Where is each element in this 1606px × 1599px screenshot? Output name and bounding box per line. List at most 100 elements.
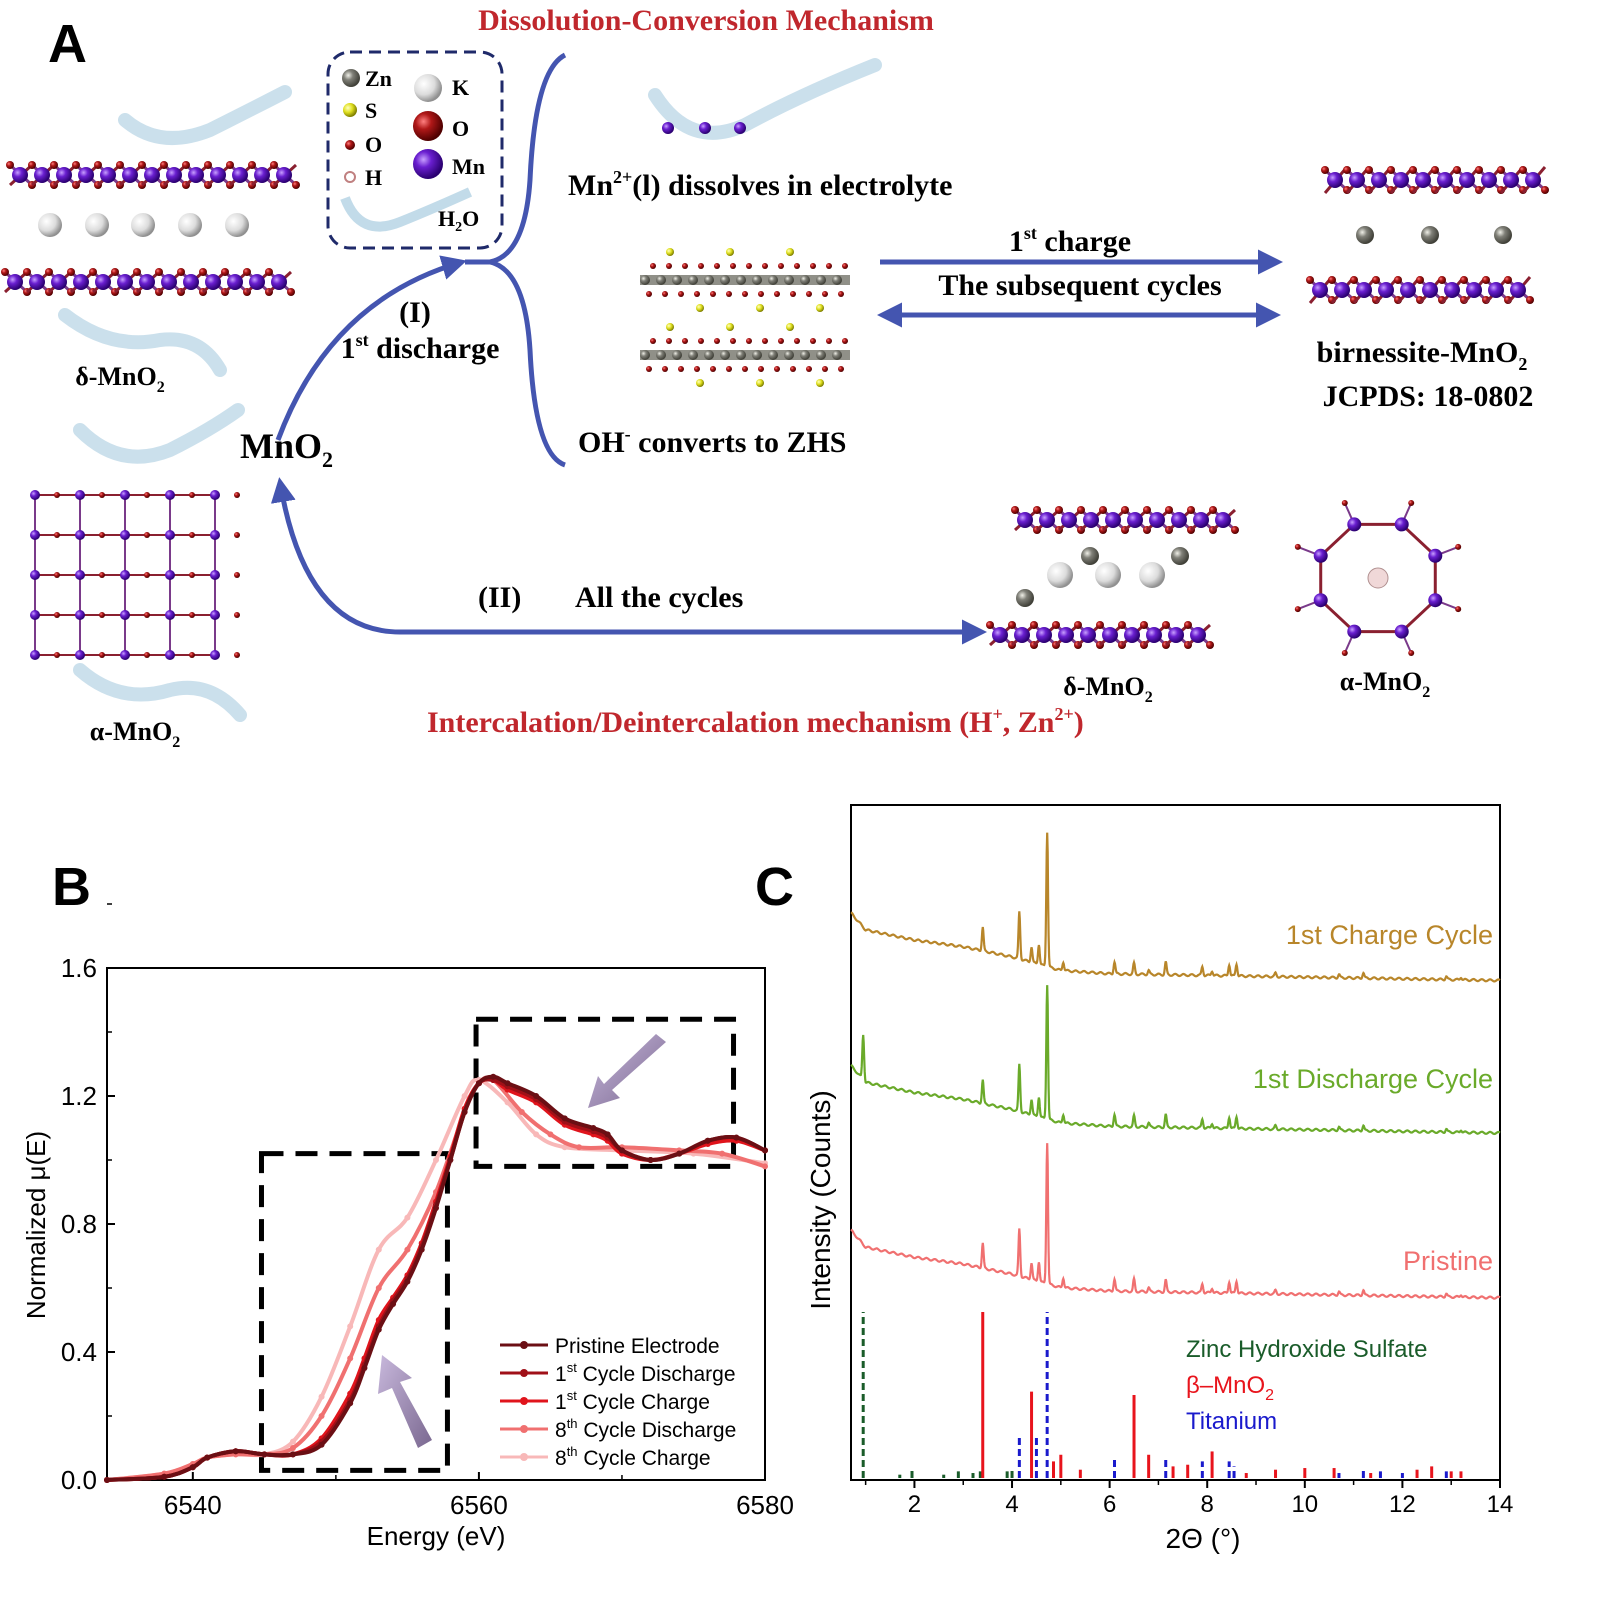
data-point [347, 1355, 354, 1362]
oxygen-atom [1343, 166, 1351, 174]
manganese-atom [992, 627, 1008, 643]
manganese-atom [210, 530, 220, 540]
oxygen-atom [1394, 276, 1402, 284]
oxygen-atom [270, 161, 278, 169]
legend-label: Pristine Electrode [555, 1335, 720, 1358]
manganese-atom [1394, 517, 1409, 532]
legend-marker [520, 1369, 528, 1377]
oxygen-atom [806, 366, 812, 372]
y-tick-label: 1.2 [61, 1081, 97, 1111]
data-point [704, 1137, 711, 1144]
manganese-atom [30, 530, 40, 540]
bond [1400, 523, 1437, 557]
legend-o-large: O [452, 116, 469, 141]
oxygen-atom [248, 161, 256, 169]
oxygen-atom [710, 291, 716, 297]
atom-legend: Zn S O H K O Mn H2O [326, 50, 504, 250]
water-ribbon-icon [58, 308, 227, 377]
zinc-atom [768, 350, 778, 360]
zinc-atom [640, 275, 650, 285]
data-point [518, 1109, 525, 1115]
oxygen-atom [1306, 276, 1314, 284]
manganese-atom [7, 274, 23, 290]
oxygen-atom [726, 291, 732, 297]
oxygen-atom [1408, 650, 1415, 657]
panel-label-a: A [48, 14, 87, 74]
all-cycles-label: All the cycles [575, 581, 743, 614]
oxygen-atom [1504, 276, 1512, 284]
zinc-atom [688, 350, 698, 360]
oxygen-atom [682, 263, 688, 269]
branch-up [465, 52, 567, 265]
zinc-atom [832, 350, 842, 360]
oxygen-atom [746, 263, 752, 269]
oxygen-atom [89, 268, 97, 276]
bond [1400, 599, 1437, 633]
potassium-atom [225, 213, 249, 237]
oxygen-atom [1438, 276, 1446, 284]
oxygen-atom [710, 366, 716, 372]
xrd-trace-1st-charge-cycle [850, 832, 1501, 983]
manganese-atom [1481, 172, 1497, 188]
potassium-atom [1367, 567, 1389, 589]
manganese-atom [1080, 627, 1096, 643]
potassium-atom [1095, 562, 1121, 588]
branch-down [489, 259, 567, 468]
oxygen-atom [234, 612, 240, 618]
bond [1319, 523, 1356, 557]
oxygen-atom [1482, 276, 1490, 284]
manganese-atom [1356, 282, 1372, 298]
manganese-atom [100, 167, 116, 183]
oxygen-atom [714, 263, 720, 269]
data-point [490, 1073, 497, 1080]
oxygen-atom [774, 291, 780, 297]
oxygen-atom [1231, 526, 1239, 534]
x-tick-label: 6560 [450, 1490, 508, 1520]
oxygen-atom [646, 366, 652, 372]
manganese-atom [1327, 172, 1343, 188]
data-point [676, 1150, 683, 1157]
data-point [361, 1365, 368, 1371]
data-point [604, 1131, 611, 1138]
manganese-atom [1503, 172, 1519, 188]
data-point [318, 1393, 325, 1400]
water-ribbon-icon [648, 58, 882, 140]
reference-legend-label: Zinc Hydroxide Sulfate [1186, 1336, 1427, 1363]
mn-atom-icon [413, 149, 443, 179]
manganese-atom [1146, 627, 1162, 643]
oxygen-atom [1, 268, 9, 276]
manganese-atom [75, 610, 85, 620]
oxygen-atom [662, 291, 668, 297]
legend-label: 1st Cycle Charge [555, 1388, 710, 1414]
data-point [418, 1246, 425, 1253]
xanes-chart: 6540 6560 6580 0.0 0.4 0.8 1.2 1.6 Pristine Elec… [61, 903, 794, 1520]
manganese-atom [1422, 282, 1438, 298]
manganese-atom [73, 274, 89, 290]
manganese-atom [161, 274, 177, 290]
legend-h: H [365, 165, 382, 190]
oxygen-atom [1341, 499, 1348, 506]
oxygen-atom [133, 268, 141, 276]
zinc-atom [704, 350, 714, 360]
xrd-trace-pristine [850, 1143, 1501, 1300]
manganese-atom [165, 610, 175, 620]
zinc-atom [1171, 547, 1189, 565]
manganese-atom [210, 167, 226, 183]
manganese-atom [120, 530, 130, 540]
zhs-structure [640, 248, 850, 387]
data-point [289, 1451, 296, 1458]
manganese-atom [165, 570, 175, 580]
manganese-atom [1488, 282, 1504, 298]
panel-label-c: C [755, 857, 794, 917]
water-ribbon-icon [73, 403, 245, 464]
oxygen-atom [144, 492, 150, 498]
alpha-mno2-right-tunnel [1294, 499, 1462, 657]
oxygen-atom [99, 532, 105, 538]
manganese-atom [117, 274, 133, 290]
oxygen-atom [746, 338, 752, 344]
oxygen-atom [54, 492, 60, 498]
manganese-atom [1149, 512, 1165, 528]
zinc-atom [1081, 547, 1099, 565]
oxygen-atom [226, 161, 234, 169]
k-atom-icon [414, 74, 442, 102]
